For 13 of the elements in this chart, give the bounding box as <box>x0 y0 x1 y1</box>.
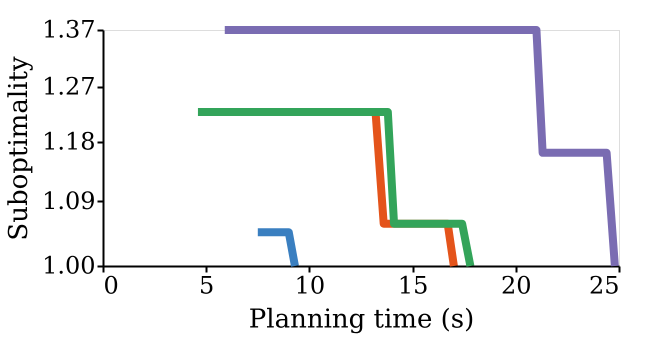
y-tick-label: 1.18 <box>42 127 96 156</box>
y-tick-label: 1.27 <box>42 72 96 100</box>
y-tick-label: 1.00 <box>42 252 96 280</box>
y-axis-title: Suboptimality <box>4 56 34 241</box>
y-tick-label: 1.37 <box>42 16 96 44</box>
y-tick-label: 1.09 <box>42 186 96 215</box>
x-tick-label: 10 <box>294 272 326 300</box>
x-tick-label: 5 <box>199 272 214 300</box>
x-axis-title: Planning time (s) <box>248 304 474 334</box>
x-tick-label: 15 <box>398 272 428 300</box>
x-tick-label: 0 <box>104 272 119 300</box>
x-tick-label: 20 <box>501 272 532 300</box>
x-tick-label: 25 <box>588 272 620 300</box>
